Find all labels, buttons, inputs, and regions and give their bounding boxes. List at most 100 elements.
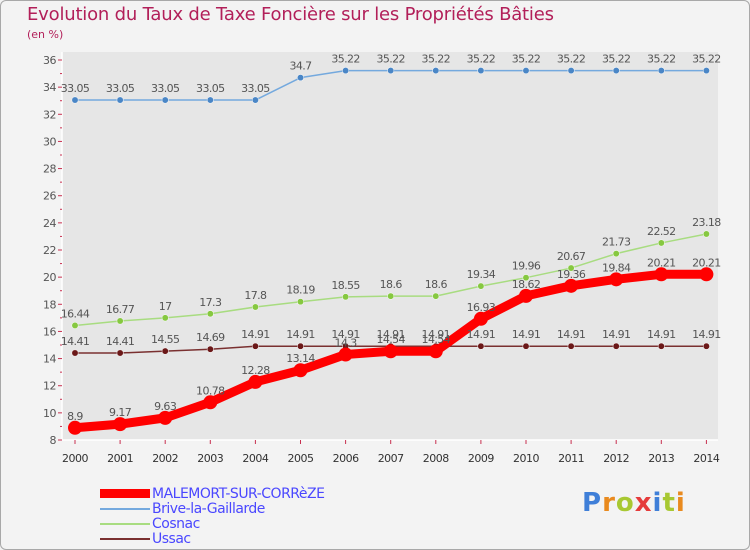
data-point-cosnac-2009 bbox=[477, 282, 485, 290]
data-point-brive-2003 bbox=[206, 96, 214, 104]
data-point-cosnac-2008 bbox=[432, 292, 440, 300]
legend-swatch-cosnac bbox=[100, 516, 150, 531]
data-point-brive-2002 bbox=[161, 96, 169, 104]
data-point-malemort-2000 bbox=[68, 420, 82, 435]
data-point-cosnac-2006 bbox=[342, 293, 350, 301]
data-point-brive-2010 bbox=[522, 67, 530, 75]
legend-item-brive[interactable]: Brive-la-Gaillarde bbox=[100, 501, 400, 517]
y-tick-label-30: 30 bbox=[43, 135, 56, 148]
data-point-brive-2000 bbox=[71, 96, 79, 104]
legend: MALEMORT-SUR-CORRèZE Brive-la-Gaillarde … bbox=[100, 485, 400, 547]
data-label-malemort-2001: 9.17 bbox=[109, 406, 132, 419]
data-label-brive-2012: 35.22 bbox=[602, 53, 631, 66]
data-label-cosnac-2014: 23.18 bbox=[692, 216, 721, 229]
data-label-malemort-2005: 13.14 bbox=[286, 352, 315, 365]
data-point-malemort-2003 bbox=[203, 395, 218, 410]
data-label-brive-2001: 33.05 bbox=[106, 82, 135, 95]
y-tick-label-28: 28 bbox=[43, 163, 56, 176]
data-label-brive-2004: 33.05 bbox=[241, 82, 270, 95]
data-point-malemort-2004 bbox=[248, 374, 263, 389]
data-point-brive-2008 bbox=[432, 67, 440, 75]
data-point-ussac-2010 bbox=[522, 342, 530, 350]
data-point-ussac-2014 bbox=[702, 342, 710, 350]
legend-item-ussac[interactable]: Ussac bbox=[100, 531, 400, 547]
data-point-brive-2009 bbox=[477, 67, 485, 75]
legend-label-cosnac: Cosnac bbox=[152, 515, 200, 532]
data-label-brive-2005: 34.7 bbox=[289, 60, 312, 73]
data-label-ussac-2003: 14.69 bbox=[196, 331, 225, 344]
data-label-malemort-2010: 18.62 bbox=[512, 278, 541, 291]
data-label-cosnac-2004: 17.8 bbox=[244, 289, 267, 302]
data-point-cosnac-2014 bbox=[702, 230, 710, 238]
logo-letter: i bbox=[652, 488, 663, 518]
data-point-cosnac-2000 bbox=[71, 322, 79, 329]
data-label-malemort-2002: 9.63 bbox=[154, 400, 177, 413]
data-label-cosnac-2005: 18.19 bbox=[286, 284, 315, 297]
data-point-brive-2012 bbox=[612, 67, 620, 75]
legend-label-malemort: MALEMORT-SUR-CORRèZE bbox=[152, 485, 325, 502]
y-tick-label-36: 36 bbox=[43, 54, 56, 67]
data-label-malemort-2013: 20.21 bbox=[647, 256, 676, 269]
data-label-cosnac-2009: 19.34 bbox=[467, 268, 496, 281]
data-point-ussac-2009 bbox=[477, 342, 485, 350]
x-tick-label-2011: 2011 bbox=[558, 452, 584, 465]
data-label-malemort-2012: 19.84 bbox=[602, 261, 631, 274]
legend-item-cosnac[interactable]: Cosnac bbox=[100, 515, 400, 532]
data-point-malemort-2009 bbox=[473, 311, 488, 326]
data-point-cosnac-2001 bbox=[116, 317, 124, 325]
data-label-cosnac-2002: 17 bbox=[159, 300, 172, 313]
data-point-brive-2013 bbox=[657, 67, 665, 75]
data-label-cosnac-2000: 16.44 bbox=[61, 307, 90, 320]
y-tick-label-14: 14 bbox=[43, 353, 56, 366]
data-point-ussac-2005 bbox=[297, 342, 304, 350]
x-tick-label-2013: 2013 bbox=[648, 452, 674, 465]
data-label-brive-2000: 33.05 bbox=[61, 82, 90, 95]
legend-swatch-ussac bbox=[100, 531, 150, 546]
y-tick-label-12: 12 bbox=[43, 380, 56, 393]
legend-item-malemort[interactable]: MALEMORT-SUR-CORRèZE bbox=[100, 485, 400, 502]
data-label-malemort-2014: 20.21 bbox=[692, 256, 721, 269]
data-label-brive-2007: 35.22 bbox=[376, 53, 405, 66]
data-label-cosnac-2012: 21.73 bbox=[602, 236, 631, 249]
logo-letter: t bbox=[662, 488, 676, 518]
data-point-brive-2001 bbox=[116, 96, 124, 104]
data-label-ussac-2014: 14.91 bbox=[692, 328, 721, 341]
data-label-malemort-2009: 16.93 bbox=[467, 301, 496, 314]
legend-swatch-brive bbox=[100, 501, 150, 516]
data-label-ussac-2011: 14.91 bbox=[557, 328, 586, 341]
data-point-ussac-2002 bbox=[161, 347, 169, 355]
data-label-brive-2009: 35.22 bbox=[467, 53, 496, 66]
y-tick-label-8: 8 bbox=[50, 434, 57, 447]
logo-letter: x bbox=[634, 488, 653, 518]
data-point-cosnac-2013 bbox=[657, 239, 665, 247]
data-label-brive-2003: 33.05 bbox=[196, 82, 225, 95]
data-point-malemort-2012 bbox=[609, 272, 624, 287]
data-point-brive-2005 bbox=[297, 74, 304, 82]
x-tick-label-2012: 2012 bbox=[603, 452, 629, 465]
y-tick-label-16: 16 bbox=[43, 325, 56, 338]
data-point-malemort-2007 bbox=[383, 344, 398, 359]
data-label-cosnac-2007: 18.6 bbox=[380, 278, 403, 291]
data-point-cosnac-2004 bbox=[251, 303, 259, 311]
y-tick-label-22: 22 bbox=[43, 244, 56, 257]
data-point-brive-2004 bbox=[251, 96, 259, 104]
data-point-malemort-2014 bbox=[699, 267, 714, 282]
data-point-cosnac-2007 bbox=[387, 292, 395, 300]
data-point-cosnac-2012 bbox=[612, 250, 620, 258]
data-label-malemort-2006: 14.3 bbox=[335, 337, 358, 350]
y-unit-label: (en %) bbox=[27, 28, 64, 41]
data-label-ussac-2008: 14.91 bbox=[422, 328, 451, 341]
data-point-brive-2011 bbox=[567, 67, 575, 75]
logo-letter: P bbox=[582, 488, 603, 518]
data-label-brive-2013: 35.22 bbox=[647, 53, 676, 66]
x-tick-label-2004: 2004 bbox=[242, 452, 268, 465]
data-label-malemort-2008: 14.54 bbox=[422, 333, 451, 346]
data-label-cosnac-2013: 22.52 bbox=[647, 225, 676, 238]
data-point-brive-2007 bbox=[387, 67, 395, 75]
x-tick-label-2002: 2002 bbox=[152, 452, 178, 465]
plot-area bbox=[62, 52, 718, 440]
data-label-ussac-2009: 14.91 bbox=[467, 328, 496, 341]
proxiti-logo[interactable]: Proxiti bbox=[582, 488, 686, 518]
data-point-cosnac-2011 bbox=[567, 264, 575, 272]
